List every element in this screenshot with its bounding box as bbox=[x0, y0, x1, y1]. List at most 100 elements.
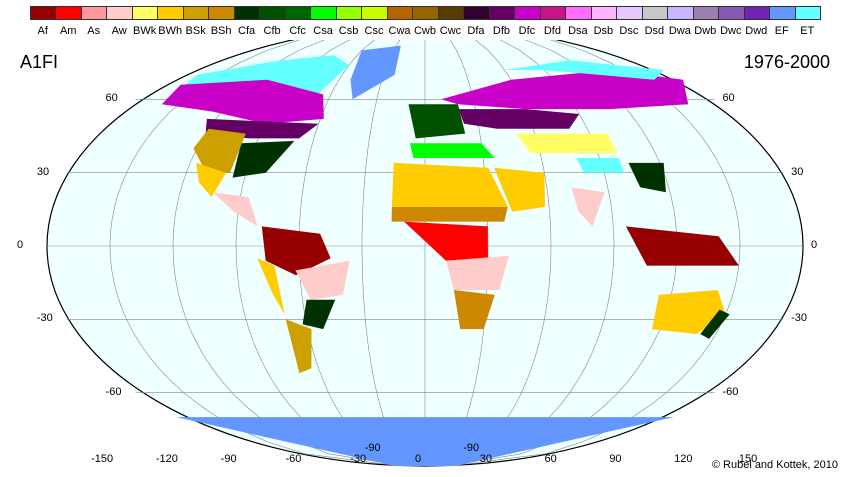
meridian bbox=[361, 40, 421, 467]
legend-swatch-csb bbox=[335, 6, 363, 20]
legend-swatch-cfb bbox=[259, 6, 286, 20]
credit-text: © Rubel and Kottek, 2010 bbox=[711, 459, 838, 471]
legend-swatch-csc bbox=[361, 6, 388, 20]
legend-swatch-af bbox=[30, 6, 57, 20]
land-masses bbox=[161, 45, 739, 466]
legend-code-cwa: Cwa bbox=[388, 25, 411, 37]
longitude-label: -90 bbox=[220, 453, 237, 465]
legend-swatch-dsa bbox=[565, 6, 592, 20]
latitude-label-right: -90 bbox=[463, 442, 480, 454]
legend-code-cwc: Cwc bbox=[439, 25, 462, 37]
legend-swatch-dsb bbox=[590, 6, 618, 20]
patagonia bbox=[285, 319, 312, 374]
legend-code-bwh: BWh bbox=[158, 25, 183, 37]
legend-swatch-csa bbox=[310, 6, 337, 20]
legend-code-dsd: Dsd bbox=[644, 25, 665, 37]
india bbox=[571, 187, 605, 227]
legend-swatch-dfc bbox=[514, 6, 541, 20]
legend-swatch-cfc bbox=[284, 6, 312, 20]
antarctica bbox=[176, 417, 674, 466]
russia-dfb bbox=[458, 109, 580, 129]
central-america bbox=[212, 192, 258, 227]
legend-swatch-et bbox=[794, 6, 821, 20]
legend-code-dwd: Dwd bbox=[745, 25, 768, 37]
longitude-label: -30 bbox=[350, 453, 367, 465]
legend-swatch-dsd bbox=[641, 6, 669, 20]
legend-code-bwk: BWk bbox=[133, 25, 157, 37]
siberia bbox=[441, 70, 689, 110]
legend-code-bsk: BSk bbox=[185, 25, 206, 37]
legend-code-dsa: Dsa bbox=[568, 25, 588, 37]
legend-swatch-ef bbox=[769, 6, 796, 20]
legend-code-cfc: Cfc bbox=[289, 25, 306, 37]
legend-swatch-cwb bbox=[412, 6, 439, 20]
legend-code-af: Af bbox=[37, 25, 48, 37]
legend-swatch-am bbox=[55, 6, 82, 20]
legend-swatch-dfb bbox=[488, 6, 516, 20]
legend-swatch-bsh bbox=[208, 6, 235, 20]
latitude-label-left: -30 bbox=[36, 312, 53, 325]
latitude-label-right: -30 bbox=[791, 312, 808, 325]
latitude-label-right: 0 bbox=[811, 239, 818, 251]
legend-swatch-cwa bbox=[386, 6, 414, 20]
latitude-label-left: -60 bbox=[105, 385, 122, 398]
legend-code-cwb: Cwb bbox=[413, 25, 436, 37]
latitude-label-right: 60 bbox=[722, 92, 735, 105]
north-america-boreal bbox=[161, 79, 324, 124]
latitude-label-right: 30 bbox=[791, 165, 804, 178]
legend-code-dsc: Dsc bbox=[619, 25, 639, 37]
legend-swatch-bwh bbox=[157, 6, 184, 20]
legend-swatch-bwk bbox=[131, 6, 159, 20]
legend-swatch-dfa bbox=[463, 6, 490, 20]
legend-code-ef: EF bbox=[774, 25, 789, 37]
western-europe bbox=[408, 104, 466, 139]
legend-code-dwc: Dwc bbox=[720, 25, 742, 37]
legend-code-dfa: Dfa bbox=[467, 25, 485, 37]
legend-swatch-dwd bbox=[743, 6, 771, 20]
legend-swatch-dwb bbox=[692, 6, 720, 20]
legend-swatch-as bbox=[80, 6, 108, 20]
mediterranean bbox=[410, 143, 495, 158]
latitude-label-left: 0 bbox=[17, 239, 24, 251]
southeast-asia bbox=[625, 226, 739, 266]
legend-code-as: As bbox=[87, 25, 101, 37]
greenland bbox=[350, 45, 401, 100]
brazil-savanna bbox=[295, 260, 350, 300]
latitude-label-left: 30 bbox=[36, 165, 50, 178]
east-australia bbox=[700, 309, 730, 339]
atacama bbox=[257, 258, 285, 315]
north-america-east bbox=[232, 140, 295, 178]
central-asia bbox=[516, 133, 617, 154]
central-africa bbox=[404, 221, 488, 261]
legend-code-dfc: Dfc bbox=[518, 25, 536, 37]
legend-swatch-dfd bbox=[539, 6, 567, 20]
legend-swatch-dwc bbox=[718, 6, 745, 20]
latitude-label-right: -60 bbox=[722, 385, 739, 398]
legend-swatch-cwc bbox=[437, 6, 465, 20]
mexico-desert bbox=[196, 162, 226, 198]
legend-swatch-dwa bbox=[667, 6, 694, 20]
legend-code-et: ET bbox=[800, 25, 815, 37]
arabia bbox=[494, 167, 545, 212]
longitude-label: 30 bbox=[479, 453, 493, 465]
arctic-tundra bbox=[504, 60, 664, 80]
australia-interior bbox=[652, 290, 726, 334]
tibet bbox=[576, 158, 624, 173]
period-label: 1976-2000 bbox=[743, 52, 830, 72]
legend-code-dfd: Dfd bbox=[543, 25, 561, 37]
sahel bbox=[391, 206, 508, 222]
legend-code-csc: Csc bbox=[364, 25, 384, 37]
legend-code-am: Am bbox=[59, 25, 77, 37]
climate-legend: Af Am As Aw BWk BWh BSk BSh Cfa Cfb Cfc Csa Csb Csc Cw… bbox=[30, 6, 821, 37]
legend-code-bsh: BSh bbox=[210, 25, 232, 37]
east-china bbox=[628, 162, 666, 193]
legend-swatch-bsk bbox=[182, 6, 210, 20]
kalahari bbox=[453, 290, 495, 330]
legend-code-csb: Csb bbox=[338, 25, 359, 37]
scenario-label: A1FI bbox=[20, 52, 59, 72]
legend-swatch-aw bbox=[106, 6, 133, 20]
legend-code-dfb: Dfb bbox=[492, 25, 510, 37]
legend-code-dwa: Dwa bbox=[668, 25, 691, 37]
latitude-label-left: 60 bbox=[105, 92, 118, 105]
legend-swatch-dsc bbox=[616, 6, 643, 20]
